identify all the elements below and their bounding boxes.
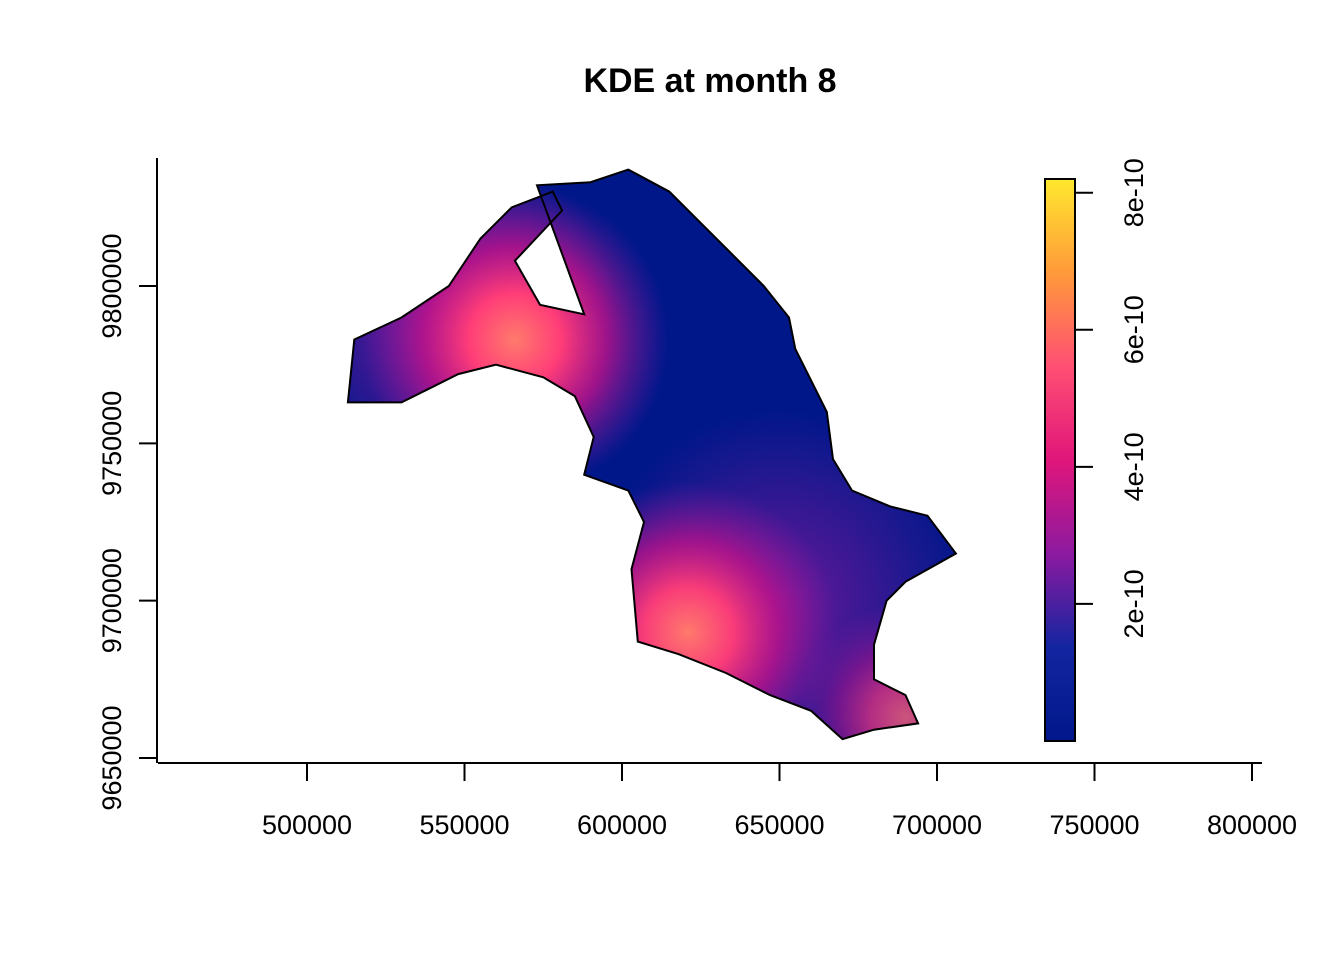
kde-hotspot	[790, 602, 956, 740]
x-tick-label: 700000	[892, 810, 982, 840]
x-tick-label: 500000	[262, 810, 352, 840]
y-tick-label: 9700000	[97, 548, 127, 653]
x-tick-label: 750000	[1049, 810, 1139, 840]
kde-hotspot	[360, 185, 669, 494]
x-axis-ticks: 500000 550000 600000 650000 700000 750000 8000…	[262, 763, 1297, 840]
x-tick-label: 600000	[577, 810, 667, 840]
x-tick-label: 650000	[734, 810, 824, 840]
x-tick-label: 800000	[1207, 810, 1297, 840]
y-tick-label: 9800000	[97, 233, 127, 338]
y-tick-label: 9750000	[97, 391, 127, 496]
colorbar-tick-label: 8e-10	[1119, 158, 1149, 227]
colorbar-gradient	[1044, 178, 1076, 742]
region-outline	[346, 168, 958, 741]
colorbar-ticks: 2e-10 4e-10 6e-10 8e-10	[1075, 158, 1149, 638]
axes: 500000 550000 600000 650000 700000 750000 8000…	[97, 158, 1297, 840]
colorbar-tick-label: 4e-10	[1119, 432, 1149, 501]
y-tick-label: 9650000	[97, 705, 127, 810]
x-tick-label: 550000	[419, 810, 509, 840]
colorbar-tick-label: 6e-10	[1119, 295, 1149, 364]
kde-hotspot	[537, 481, 839, 740]
y-axis-ticks: 9650000 9700000 9750000 9800000	[97, 233, 157, 811]
chart-title: KDE at month 8	[583, 62, 836, 100]
colorbar: 2e-10 4e-10 6e-10 8e-10	[1044, 158, 1149, 742]
colorbar-tick-label: 2e-10	[1119, 569, 1149, 638]
